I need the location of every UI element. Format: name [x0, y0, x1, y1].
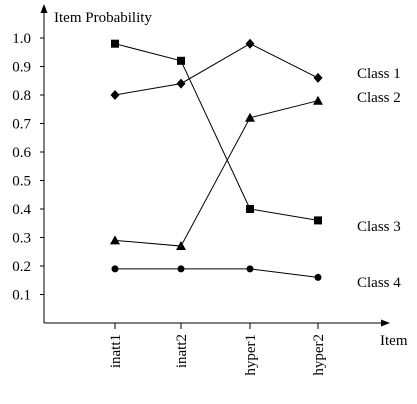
y-tick-label: 0.8	[12, 88, 31, 104]
data-point-diamond	[176, 78, 186, 89]
y-tick-label: 1.0	[12, 31, 31, 47]
y-axis-arrowhead	[40, 4, 48, 13]
data-point-triangle	[176, 241, 186, 251]
series-label: Class 3	[357, 219, 401, 235]
y-axis-title: Item Probability	[54, 10, 152, 26]
data-point-diamond	[245, 38, 255, 49]
data-point-circle	[314, 273, 322, 281]
x-tick-label: inatt2	[174, 334, 190, 368]
y-tick-label: 0.9	[12, 60, 31, 76]
data-point-square	[314, 216, 322, 225]
series-labels: Class 1 Class 2 Class 3 Class 4	[357, 66, 401, 291]
y-tick-label: 0.6	[12, 145, 31, 161]
data-point-square	[246, 205, 254, 213]
data-point-triangle	[313, 95, 323, 105]
data-point-diamond	[110, 90, 120, 100]
y-tick-label: 0.4	[12, 202, 31, 218]
x-tick-label: hyper2	[311, 334, 327, 376]
y-tick-label: 0.1	[12, 288, 31, 304]
series-label: Class 1	[357, 66, 401, 82]
series-label: Class 2	[357, 90, 401, 106]
y-tick-label: 0.3	[12, 231, 31, 247]
series-group	[110, 38, 323, 281]
x-ticks: inatt1 inatt2 hyper1 hyper2	[108, 323, 327, 376]
data-point-square	[177, 56, 185, 65]
y-tick-label: 0.5	[12, 174, 31, 190]
x-tick-label: inatt1	[108, 334, 124, 368]
data-point-square	[111, 39, 119, 48]
x-axis-arrowhead	[381, 319, 390, 327]
x-tick-label: hyper1	[243, 334, 259, 376]
data-point-circle	[111, 265, 119, 273]
data-point-triangle	[110, 235, 120, 245]
data-point-circle	[246, 265, 254, 273]
series-line	[114, 43, 319, 221]
data-point-triangle	[245, 112, 255, 122]
x-axis-title: Item	[380, 333, 408, 349]
series-line	[114, 43, 319, 96]
data-point-diamond	[313, 72, 323, 83]
series-label: Class 4	[357, 275, 401, 291]
series-line	[115, 268, 319, 278]
series-line	[114, 100, 319, 247]
y-ticks: 0.1 0.2 0.3 0.4 0.5 0.6 0.7 0.8 0.9 1.0	[12, 31, 44, 304]
y-tick-label: 0.7	[12, 117, 31, 133]
y-tick-label: 0.2	[12, 259, 31, 275]
data-point-circle	[177, 265, 185, 273]
